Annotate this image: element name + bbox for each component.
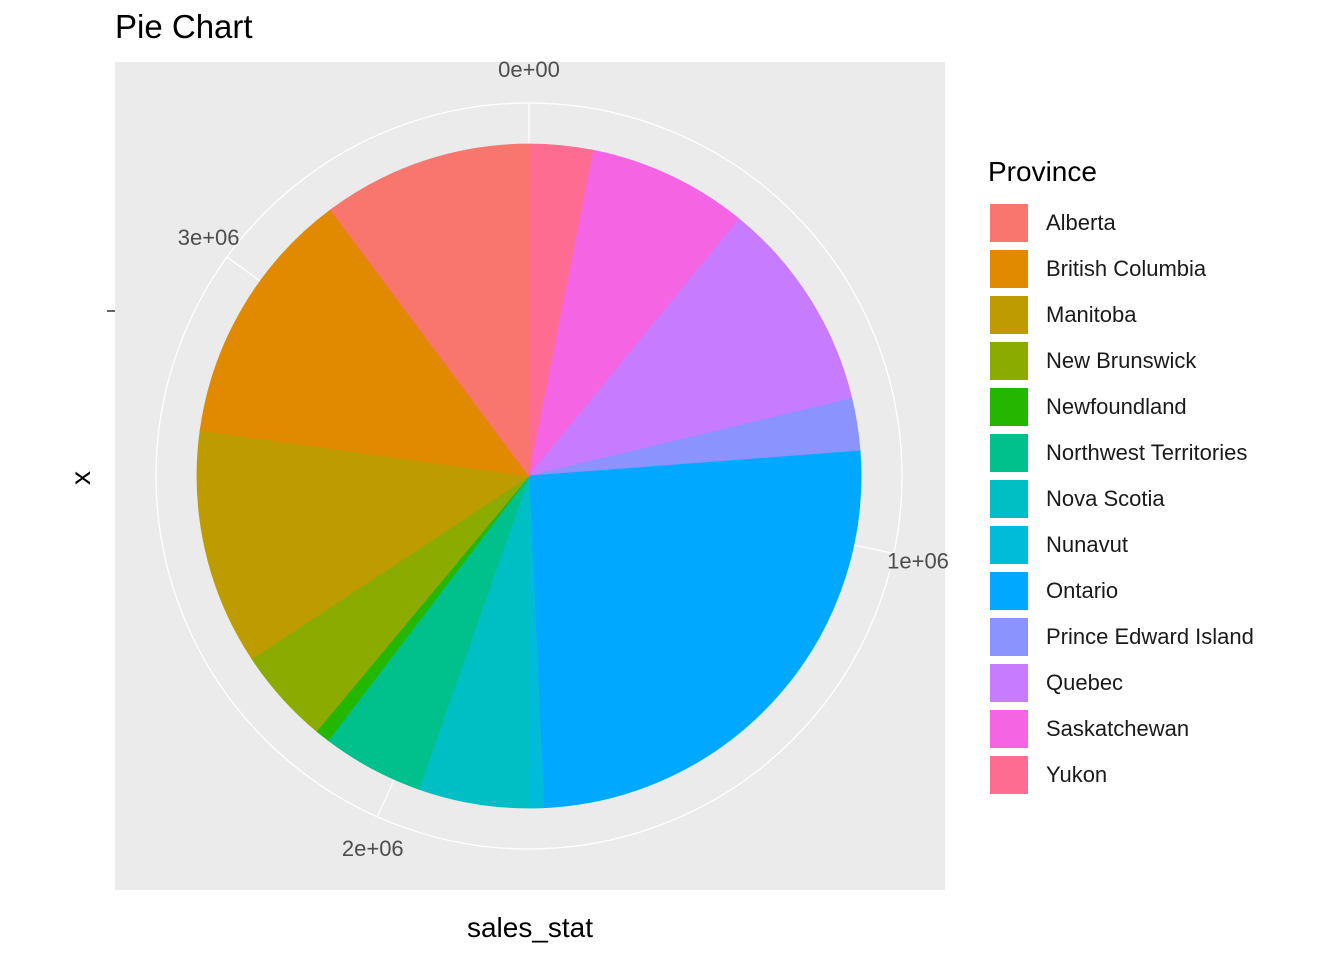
legend-item: New Brunswick — [988, 338, 1254, 384]
y-axis-label: x — [65, 471, 96, 485]
legend-label: Nunavut — [1046, 532, 1128, 557]
legend-swatch — [988, 524, 1030, 566]
legend-label: Nova Scotia — [1046, 486, 1165, 511]
legend-label: Quebec — [1046, 670, 1124, 695]
legend-swatch — [988, 248, 1030, 290]
legend-swatch — [988, 570, 1030, 612]
legend-item: Quebec — [988, 660, 1254, 706]
pie-slice-quebec — [527, 218, 853, 477]
legend-swatch — [988, 478, 1030, 520]
legend-swatch — [988, 202, 1030, 244]
legend-item: British Columbia — [988, 246, 1254, 292]
legend-swatch — [988, 662, 1030, 704]
legend-item: Northwest Territories — [988, 430, 1254, 476]
legend-item: Nova Scotia — [988, 476, 1254, 522]
legend-item: Nunavut — [988, 522, 1254, 568]
legend: Province Alberta British Columbia Manitoba… — [988, 156, 1254, 798]
pie-slice-saskatchewan — [528, 149, 740, 477]
legend-label: Alberta — [1046, 210, 1116, 235]
legend-swatch — [988, 386, 1030, 428]
legend-swatch — [988, 708, 1030, 750]
pie-slice-manitoba — [196, 429, 531, 660]
legend-label: Ontario — [1046, 578, 1119, 603]
legend-swatch — [988, 616, 1030, 658]
legend-label: Newfoundland — [1046, 394, 1187, 419]
tick-label: 0e+00 — [498, 57, 560, 82]
legend-label: Yukon — [1046, 762, 1108, 787]
legend-item: Newfoundland — [988, 384, 1254, 430]
grid-spoke — [853, 544, 895, 555]
legend-label: British Columbia — [1046, 256, 1207, 281]
angle-ticks: 0e+00 1e+06 2e+06 3e+06 — [178, 57, 949, 861]
legend-label: Northwest Territories — [1046, 440, 1248, 465]
pie-slice-alberta — [329, 143, 530, 478]
legend-item: Yukon — [988, 752, 1254, 798]
legend-item: Prince Edward Island — [988, 614, 1254, 660]
legend-item: Alberta — [988, 200, 1254, 246]
legend-swatch — [988, 340, 1030, 382]
pie-slice-ontario — [528, 450, 862, 809]
legend-swatch — [988, 754, 1030, 796]
legend-item: Ontario — [988, 568, 1254, 614]
legend-title: Province — [988, 156, 1097, 187]
grid-spoke — [376, 779, 395, 818]
legend-swatch — [988, 294, 1030, 336]
legend-label: Saskatchewan — [1046, 716, 1190, 741]
grid-spoke — [226, 256, 261, 282]
tick-label: 1e+06 — [887, 549, 949, 574]
chart-title: Pie Chart — [115, 8, 253, 45]
pie-slice-british-columbia — [199, 209, 530, 477]
pie-slices — [196, 143, 862, 809]
legend-swatch — [988, 432, 1030, 474]
legend-label: Manitoba — [1046, 302, 1137, 327]
tick-label: 3e+06 — [178, 225, 240, 250]
legend-label: Prince Edward Island — [1046, 624, 1254, 649]
x-axis-label: sales_stat — [466, 912, 594, 943]
legend-items: Alberta British Columbia Manitoba New Bruns… — [988, 200, 1254, 798]
tick-label: 2e+06 — [342, 836, 404, 861]
legend-item: Saskatchewan — [988, 706, 1254, 752]
legend-item: Manitoba — [988, 292, 1254, 338]
legend-label: New Brunswick — [1046, 348, 1197, 373]
polar-grid — [155, 102, 903, 850]
